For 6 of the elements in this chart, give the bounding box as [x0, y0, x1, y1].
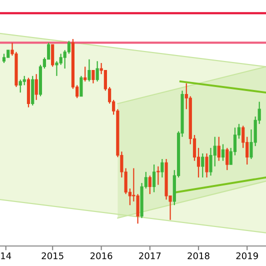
x-tick-label: 2015	[42, 252, 64, 260]
x-tick-label: 2016	[90, 252, 112, 260]
x-tick-label: 14	[1, 252, 12, 260]
x-tick-label: 2017	[139, 252, 161, 260]
x-tick-label: 2019	[236, 252, 258, 260]
x-tick-label: 2018	[188, 252, 210, 260]
